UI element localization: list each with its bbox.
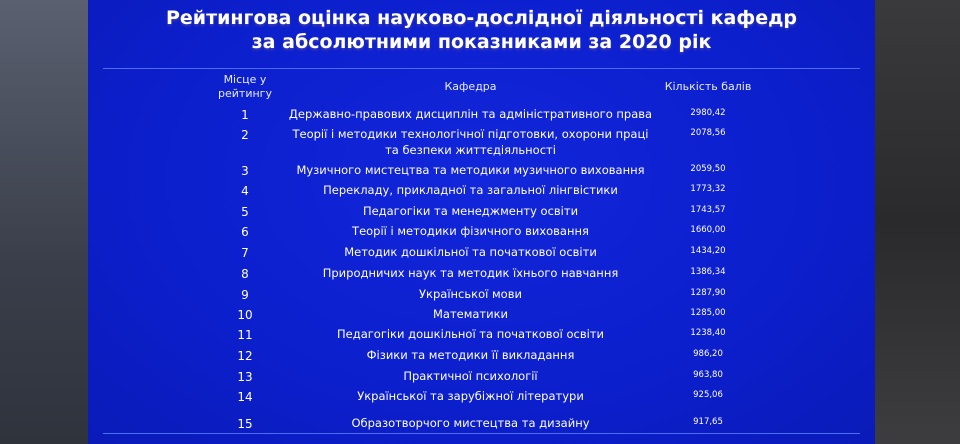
score-cell: 1743,57: [690, 205, 726, 215]
rank-cell: 5: [241, 205, 249, 219]
score-cell: 1434,20: [690, 246, 726, 256]
score-cell: 2078,56: [690, 128, 726, 138]
department-cell: Природничих наук та методик їхнього навч…: [322, 266, 619, 280]
table-top-rule: [103, 68, 860, 69]
rank-cell: 2: [241, 128, 249, 142]
rank-cell: 4: [241, 184, 249, 198]
score-cell: 2059,50: [690, 164, 726, 174]
table-bottom-rule: [103, 433, 860, 434]
score-cell: 1773,32: [690, 184, 726, 194]
department-cell: Педагогіки дошкільної та початкової осві…: [337, 327, 604, 341]
rank-cell: 12: [237, 349, 253, 363]
department-cell: Української та зарубіжної літератури: [357, 389, 584, 403]
rank-cell: 14: [237, 390, 253, 404]
score-cell: 1660,00: [690, 225, 726, 235]
department-cell: Педагогіки та менеджменту освіти: [362, 204, 579, 218]
blurred-background-left: [0, 0, 88, 444]
department-cell: Державно-правових дисциплін та адміністр…: [288, 107, 653, 121]
department-cell: Математики: [432, 307, 509, 321]
department-cell: Практичної психології: [403, 369, 538, 383]
department-cell: Образотворчого мистецтва та дизайну: [351, 416, 590, 430]
score-cell: 963,80: [693, 370, 723, 380]
score-cell: 1285,00: [690, 308, 726, 318]
score-cell: 1238,40: [690, 328, 726, 338]
score-cell: 925,06: [693, 390, 723, 400]
department-cell: Української мови: [419, 287, 522, 301]
department-cell: Методик дошкільної та початкової освіти: [344, 245, 597, 259]
department-cell: Фізики та методики її викладання: [366, 348, 575, 362]
rank-cell: 7: [241, 246, 249, 260]
rank-cell: 6: [241, 225, 249, 239]
header-department: Кафедра: [444, 80, 497, 93]
department-cell: Теорії і методики фізичного виховання: [352, 224, 589, 238]
rank-cell: 1: [241, 108, 249, 122]
rank-cell: 8: [241, 267, 249, 281]
header-score: Кількість балів: [664, 80, 752, 93]
score-cell: 917,65: [693, 417, 723, 427]
slide-title-line2: за абсолютними показниками за 2020 рік: [251, 31, 712, 53]
presentation-slide: Рейтингова оцінка науково-дослідної діял…: [88, 0, 875, 444]
department-cell: Перекладу, прикладної та загальної лінгв…: [323, 183, 618, 197]
rank-cell: 3: [241, 164, 249, 178]
rank-cell: 11: [237, 328, 253, 342]
rank-cell: 9: [241, 288, 249, 302]
rank-cell: 15: [237, 417, 253, 431]
rank-cell: 13: [237, 370, 253, 384]
score-cell: 2980,42: [690, 108, 726, 118]
score-cell: 1386,34: [690, 267, 726, 277]
department-cell: Музичного мистецтва та методики музичног…: [296, 163, 645, 177]
score-cell: 986,20: [693, 349, 723, 359]
score-cell: 1287,90: [690, 288, 726, 298]
header-rank: Місце у рейтингу: [218, 73, 272, 100]
slide-title-line1: Рейтингова оцінка науково-дослідної діял…: [165, 7, 798, 29]
department-cell: Теорії і методики технологічної підготов…: [292, 127, 649, 157]
rank-cell: 10: [237, 308, 253, 322]
blurred-background-right: [875, 0, 960, 444]
